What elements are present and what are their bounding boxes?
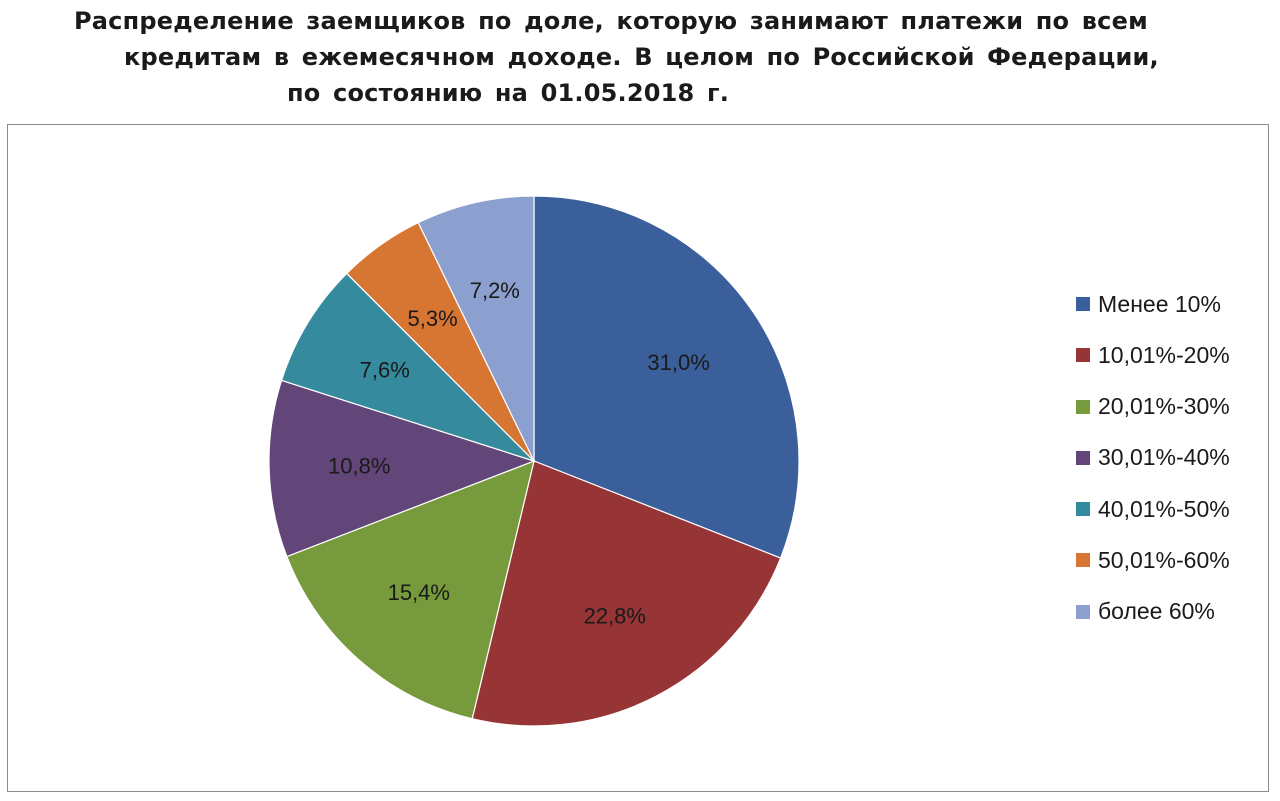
legend-item-6: 50,01%-60% <box>1076 543 1266 577</box>
legend-item-2: 10,01%-20% <box>1076 338 1266 372</box>
legend-swatch <box>1076 297 1090 311</box>
pie-slice-5 <box>280 272 535 462</box>
legend-swatch <box>1076 502 1090 517</box>
data-label-slice-3: 15,4% <box>388 580 450 605</box>
chart-title: Распределение заемщиков по доле, которую… <box>0 4 1280 114</box>
data-label-slice-4: 10,8% <box>328 454 390 479</box>
legend-label: более 60% <box>1098 598 1215 625</box>
legend-item-3: 20,01%-30% <box>1076 390 1266 424</box>
chart-legend: Менее 10% 10,01%-20% 20,01%-30% 30,01%-40% 4… <box>1076 287 1266 646</box>
data-label-slice-6: 5,3% <box>408 306 458 331</box>
chart-title-line-2: кредитам в ежемесячном доходе. В целом п… <box>124 43 1159 71</box>
pie-slice-3 <box>286 460 535 720</box>
legend-swatch <box>1076 604 1090 619</box>
data-label-slice-7: 7,2% <box>470 278 520 303</box>
pie-slice-4 <box>268 379 536 558</box>
data-label-slice-1: 31,0% <box>647 350 709 375</box>
pie-slice-1 <box>533 195 800 559</box>
legend-item-5: 40,01%-50% <box>1076 492 1266 526</box>
legend-label: 40,01%-50% <box>1098 495 1230 522</box>
chart-title-line-1: Распределение заемщиков по доле, которую… <box>74 7 1148 35</box>
legend-swatch <box>1076 553 1090 568</box>
pie-slice-2 <box>471 460 782 727</box>
legend-swatch <box>1076 399 1090 414</box>
pie-slice-7 <box>417 195 535 462</box>
pie-slices <box>268 195 800 727</box>
legend-label: 10,01%-20% <box>1098 341 1230 368</box>
legend-label: 20,01%-30% <box>1098 393 1230 420</box>
pie-labels: 31,0% 22,8% 15,4% 10,8% 7,6% 5,3% 7,2% <box>328 278 710 629</box>
legend-item-7: более 60% <box>1076 595 1266 629</box>
legend-swatch <box>1076 450 1090 465</box>
data-label-slice-2: 22,8% <box>584 604 646 629</box>
legend-item-4: 30,01%-40% <box>1076 441 1266 475</box>
legend-swatch <box>1076 348 1090 363</box>
legend-label: 50,01%-60% <box>1098 546 1230 573</box>
data-label-slice-5: 7,6% <box>360 357 410 382</box>
legend-item-1: Менее 10% <box>1076 287 1266 321</box>
legend-label: 30,01%-40% <box>1098 444 1230 471</box>
chart-title-line-3: по состоянию на 01.05.2018 г. <box>287 79 730 107</box>
legend-label: Менее 10% <box>1098 290 1221 317</box>
